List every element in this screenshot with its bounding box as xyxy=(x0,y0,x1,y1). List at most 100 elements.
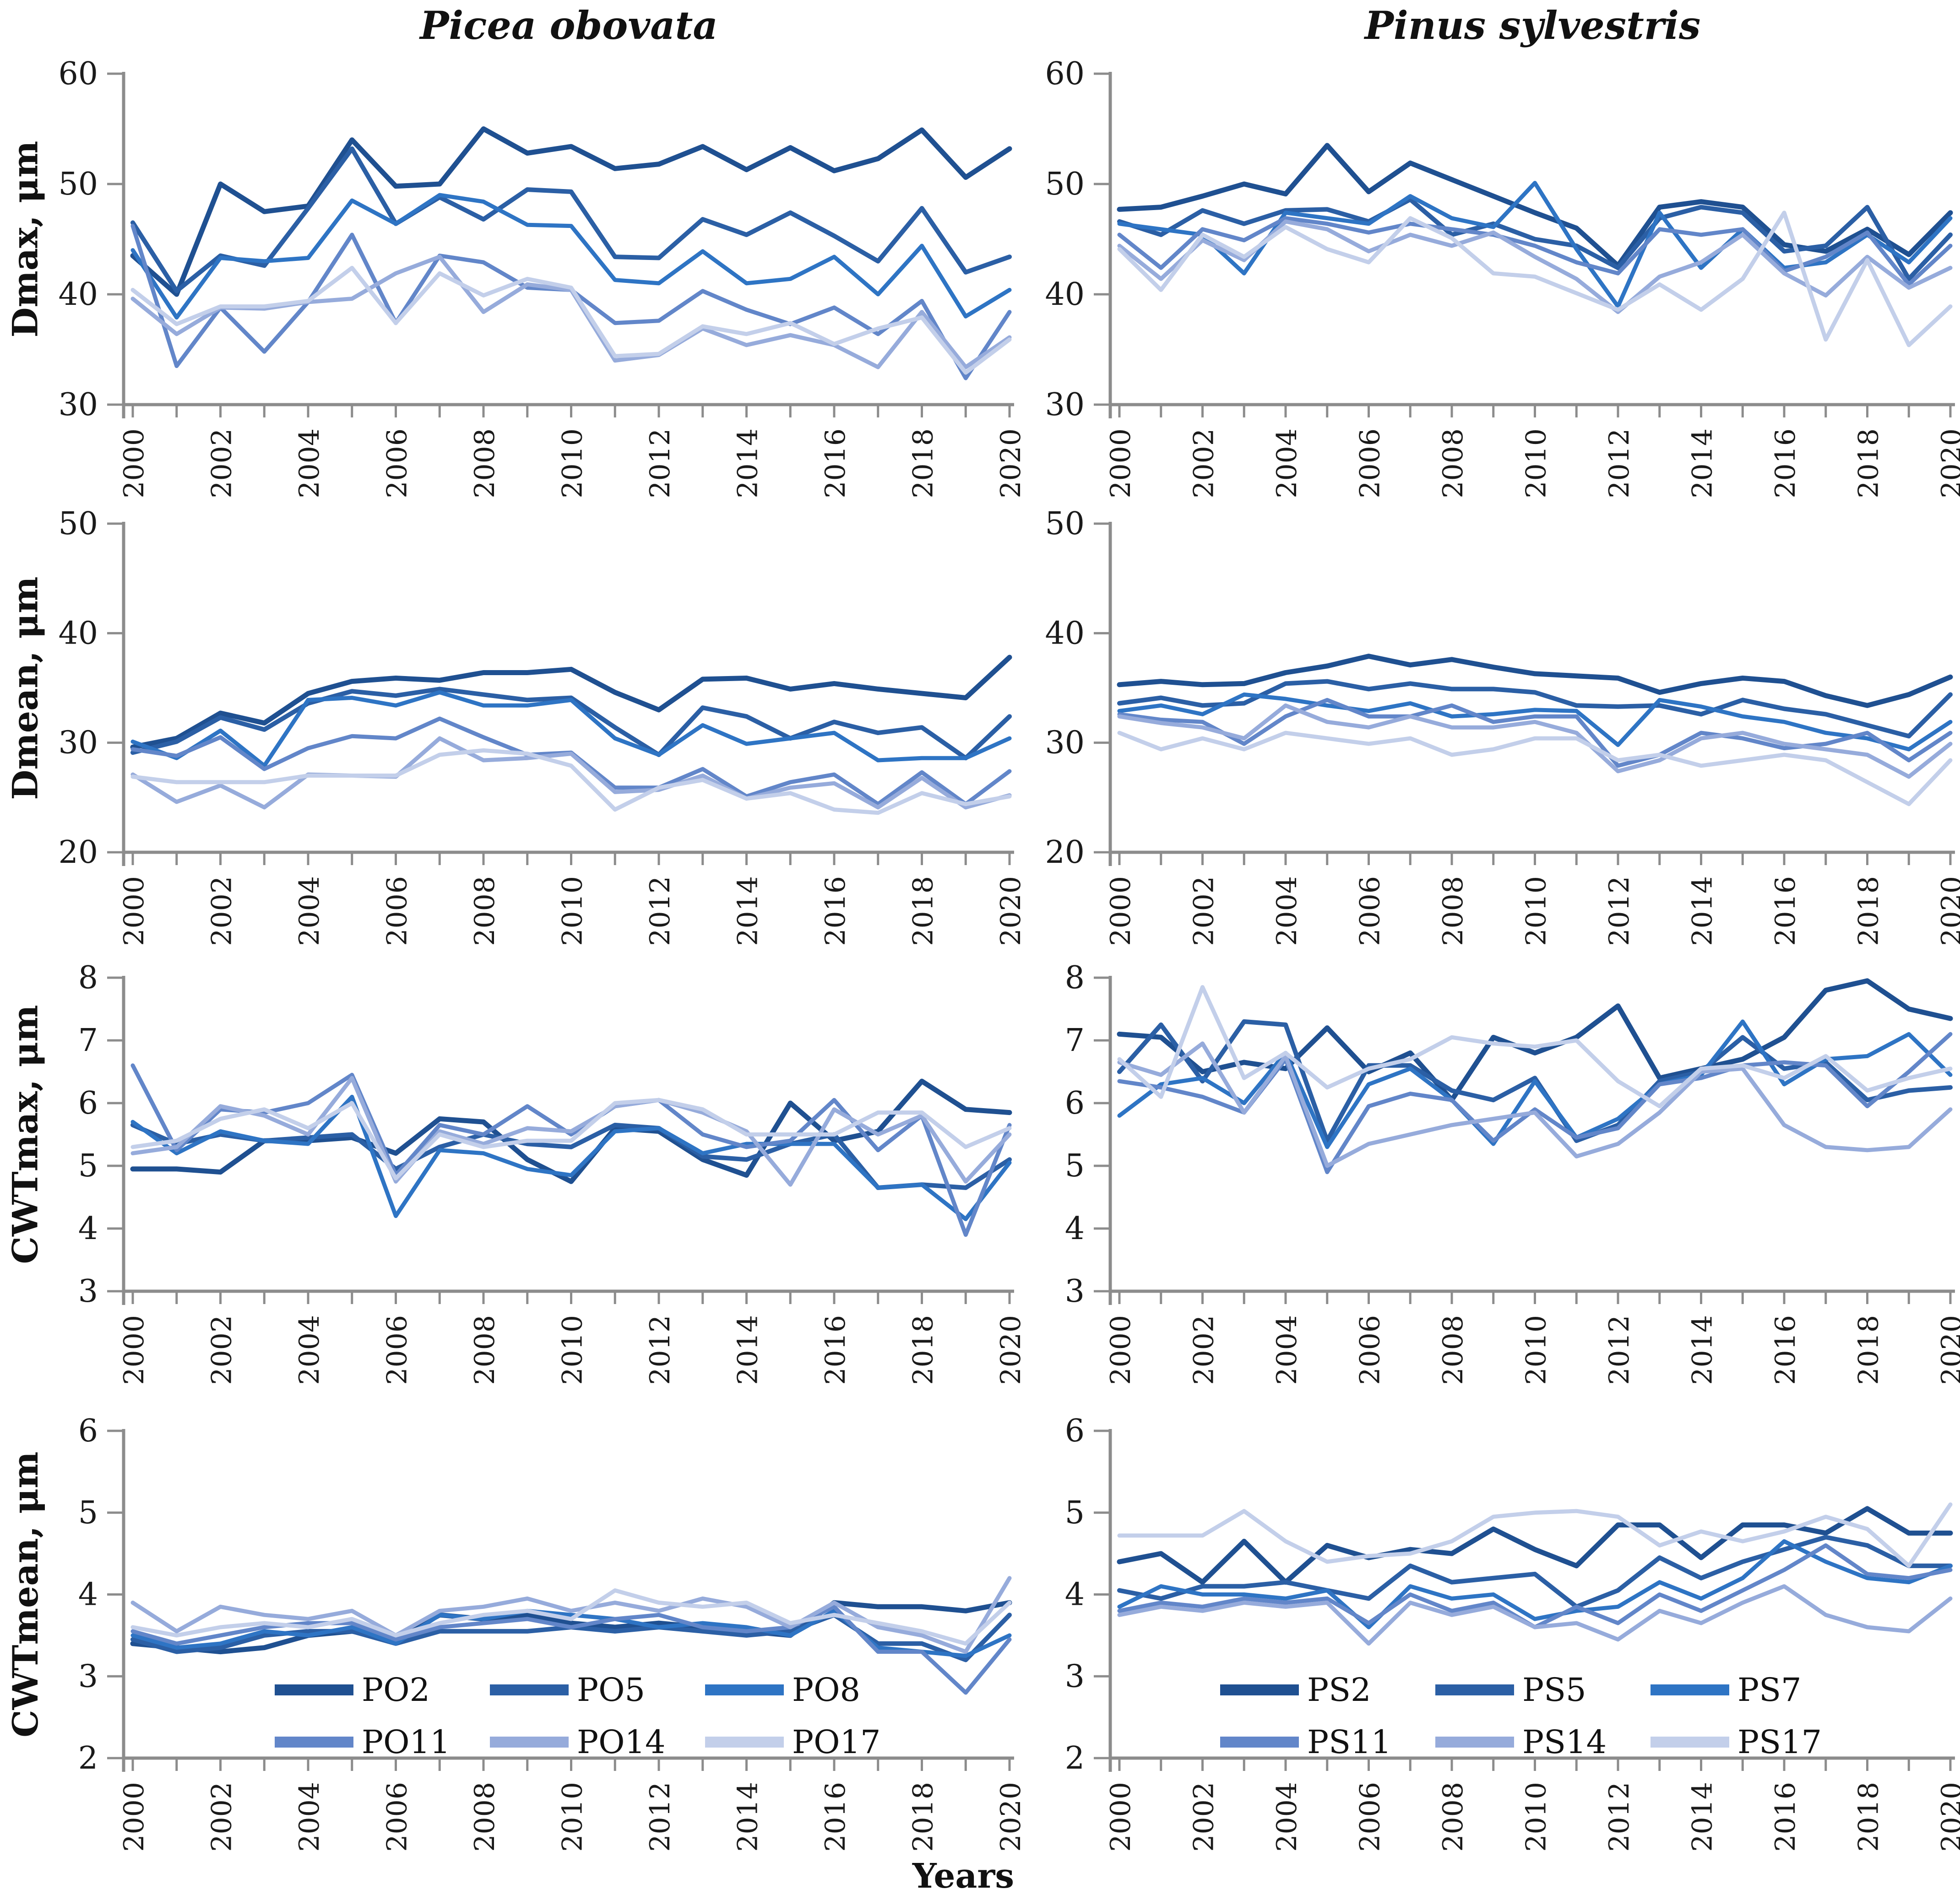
y-tick-label: 5 xyxy=(1065,1495,1085,1531)
y-tick-label: 50 xyxy=(1045,506,1085,542)
legend-item-PS7: PS7 xyxy=(1651,1672,1866,1708)
x-tick-label-year: 2018 xyxy=(907,428,939,498)
x-tick-label-year: 2016 xyxy=(820,876,852,946)
y-tick-label: 4 xyxy=(1065,1577,1085,1613)
legend-swatch-PS11 xyxy=(1220,1737,1299,1748)
x-tick-label-year: 2010 xyxy=(557,876,589,946)
chart-dmean-picea: 20 30 40 50 2000 2002 2004 2006 2008 2010 2012 2014… xyxy=(58,506,1021,946)
y-tick-label: 40 xyxy=(1045,615,1085,651)
x-tick-label-year: 2000 xyxy=(1105,428,1137,498)
x-tick-label-year: 2000 xyxy=(1105,876,1137,946)
legend-item-PO11: PO11 xyxy=(275,1724,490,1760)
x-tick-label-year: 2020 xyxy=(995,428,1021,498)
x-tick-label-year: 2014 xyxy=(732,1782,764,1852)
series-line-PS14 xyxy=(1117,703,1953,779)
legend-swatch-PO2 xyxy=(275,1684,353,1695)
x-tick-label-year: 2020 xyxy=(995,876,1021,946)
legend-swatch-PS7 xyxy=(1651,1684,1729,1695)
x-tick-label-year: 2012 xyxy=(1603,1315,1635,1385)
x-tick-label-year: 2006 xyxy=(1354,876,1386,946)
x-tick-label-year: 2010 xyxy=(1520,876,1553,946)
series-line-PS7 xyxy=(1117,1019,1953,1149)
chart-cwtmax-pinus: 3 4 5 6 7 8 2000 2002 2004 2006 2008 2010 2012 2014 20… xyxy=(1065,960,1960,1385)
x-tick-label-year: 2016 xyxy=(1770,1315,1802,1385)
series-line-PO8 xyxy=(130,690,1012,768)
x-axis-label-years: Years xyxy=(912,1857,1014,1896)
chart-dmean-pinus: 20 30 40 50 2000 2002 2004 2006 2008 2010 2012 2014… xyxy=(1045,506,1960,946)
y-tick-label: 20 xyxy=(58,834,98,871)
series-line-PO11 xyxy=(130,224,1012,380)
series-line-PS2 xyxy=(1117,654,1953,708)
legend-swatch-PS14 xyxy=(1435,1737,1514,1748)
legend-label: PS2 xyxy=(1307,1671,1371,1709)
x-tick-label-year: 2014 xyxy=(1687,1782,1719,1852)
y-tick-label: 8 xyxy=(1065,960,1085,996)
series-line-PS14 xyxy=(1117,1041,1953,1168)
legend-label: PO2 xyxy=(362,1671,430,1709)
series-line-PO8 xyxy=(130,1094,1012,1221)
y-tick-label: 50 xyxy=(1045,166,1085,202)
x-tick-label-year: 2016 xyxy=(1770,1782,1802,1852)
x-tick-label-year: 2006 xyxy=(381,1315,413,1385)
series-line-PS17 xyxy=(1117,985,1953,1109)
chart-cwtmean-pinus: 2 3 4 5 6 2000 2002 2004 2006 2008 2010 2012 2014 201… xyxy=(1065,1413,1960,1852)
x-tick-label-year: 2012 xyxy=(644,1315,676,1385)
series-line-PO11 xyxy=(130,1063,1012,1237)
x-tick-label-year: 2000 xyxy=(118,1315,150,1385)
legend-swatch-PO11 xyxy=(275,1737,353,1748)
series-line-PS14 xyxy=(1117,219,1953,314)
series-line-PO14 xyxy=(130,1076,1012,1187)
legend-swatch-PO5 xyxy=(490,1684,569,1695)
x-tick-label-year: 2010 xyxy=(557,1315,589,1385)
x-tick-label-year: 2002 xyxy=(1188,876,1220,946)
y-tick-label: 3 xyxy=(1065,1658,1085,1694)
chart-title-pinus-sylvestris: Pinus sylvestris xyxy=(1364,3,1701,48)
y-tick-label: 40 xyxy=(58,276,98,313)
y-tick-label: 5 xyxy=(78,1495,98,1531)
legend-item-PS17: PS17 xyxy=(1651,1724,1866,1760)
x-tick-label-year: 2004 xyxy=(293,876,326,946)
series-line-PO17 xyxy=(130,265,1012,375)
legend-item-PS14: PS14 xyxy=(1435,1724,1651,1760)
series-line-PS2 xyxy=(1117,978,1953,1103)
series-line-PO5 xyxy=(130,687,1012,761)
legend-label: PO8 xyxy=(792,1671,861,1709)
x-tick-label-year: 2002 xyxy=(1188,1782,1220,1852)
x-tick-label-year: 2004 xyxy=(1271,1782,1303,1852)
y-tick-label: 4 xyxy=(78,1577,98,1613)
x-tick-label-year: 2008 xyxy=(1437,1315,1469,1385)
legend-label: PS17 xyxy=(1737,1723,1822,1761)
legend-label: PO5 xyxy=(577,1671,646,1709)
y-tick-label: 2 xyxy=(78,1740,98,1776)
y-tick-label: 60 xyxy=(1045,56,1085,92)
series-line-PO17 xyxy=(130,1098,1012,1180)
series-line-PS2 xyxy=(1117,1506,1953,1585)
y-tick-label: 50 xyxy=(58,506,98,542)
x-tick-label-year: 2008 xyxy=(469,428,501,498)
series-line-PO2 xyxy=(130,126,1012,297)
legend-swatch-PO14 xyxy=(490,1737,569,1748)
legend-item-PS2: PS2 xyxy=(1220,1672,1435,1708)
series-line-PO5 xyxy=(130,1122,1012,1190)
legend-picea: PO2 PO5 PO8 PO11 PO14 PO17 xyxy=(275,1672,920,1760)
x-tick-label-year: 2004 xyxy=(293,1315,326,1385)
legend-item-PS11: PS11 xyxy=(1220,1724,1435,1760)
y-tick-label: 2 xyxy=(1065,1740,1085,1776)
y-tick-label: 4 xyxy=(1065,1211,1085,1247)
x-tick-label-year: 2020 xyxy=(1936,1315,1960,1385)
x-tick-label-year: 2008 xyxy=(1437,428,1469,498)
series-line-PO2 xyxy=(130,1600,1012,1655)
legend-item-PO5: PO5 xyxy=(490,1672,705,1708)
x-tick-label-year: 2008 xyxy=(469,876,501,946)
series-line-PO14 xyxy=(130,736,1012,810)
x-tick-label-year: 2012 xyxy=(644,876,676,946)
legend-label: PS7 xyxy=(1737,1671,1802,1709)
x-tick-label-year: 2002 xyxy=(206,1315,238,1385)
x-tick-label-year: 2018 xyxy=(907,876,939,946)
x-tick-label-year: 2016 xyxy=(820,1782,852,1852)
y-tick-label: 4 xyxy=(78,1211,98,1247)
series-line-PS7 xyxy=(1117,181,1953,309)
legend-pinus: PS2 PS5 PS7 PS11 PS14 PS17 xyxy=(1220,1672,1866,1760)
x-tick-label-year: 2020 xyxy=(1936,876,1960,946)
series-line-PS5 xyxy=(1117,197,1953,281)
